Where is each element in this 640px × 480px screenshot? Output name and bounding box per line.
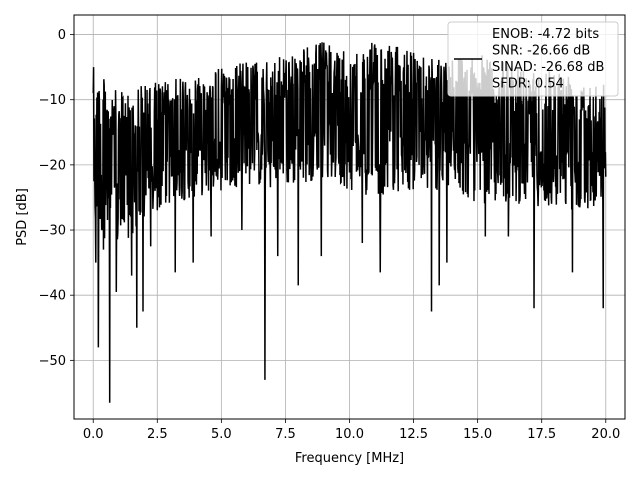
x-tick-label: 17.5 [527, 427, 556, 442]
legend-box [447, 21, 619, 97]
x-tick-label: 10.0 [335, 427, 364, 442]
y-tick-label: 0 [58, 28, 66, 43]
x-tick-label: 15.0 [463, 427, 492, 442]
x-tick-label: 0.0 [83, 427, 104, 442]
y-tick-label: −40 [39, 289, 66, 304]
x-axis-label: Frequency [MHz] [295, 451, 404, 466]
plot-area [92, 42, 607, 403]
legend-entry: SINAD: -26.68 dB [492, 60, 604, 75]
axes-frame [73, 14, 626, 420]
y-tick-label: −20 [39, 158, 66, 173]
psd-series-line [92, 42, 607, 403]
y-tick-label: −50 [39, 354, 66, 369]
y-tick-label: −10 [39, 93, 66, 108]
legend-entry: ENOB: -4.72 bits [492, 27, 599, 42]
axis-ticks: 0.0 2.5 5.0 7.5 10.0 12.5 15.0 17.5 20.0 0 −10 −20 −… [39, 28, 621, 442]
y-tick-label: −30 [39, 224, 66, 239]
x-tick-label: 5.0 [211, 427, 232, 442]
x-tick-label: 7.5 [275, 427, 296, 442]
y-axis-label: PSD [dB] [15, 188, 30, 246]
x-tick-label: 12.5 [399, 427, 428, 442]
x-tick-label: 20.0 [591, 427, 620, 442]
x-tick-label: 2.5 [147, 427, 168, 442]
legend-entry: SFDR: 0.54 [492, 77, 564, 92]
legend-entry: SNR: -26.66 dB [492, 44, 590, 59]
